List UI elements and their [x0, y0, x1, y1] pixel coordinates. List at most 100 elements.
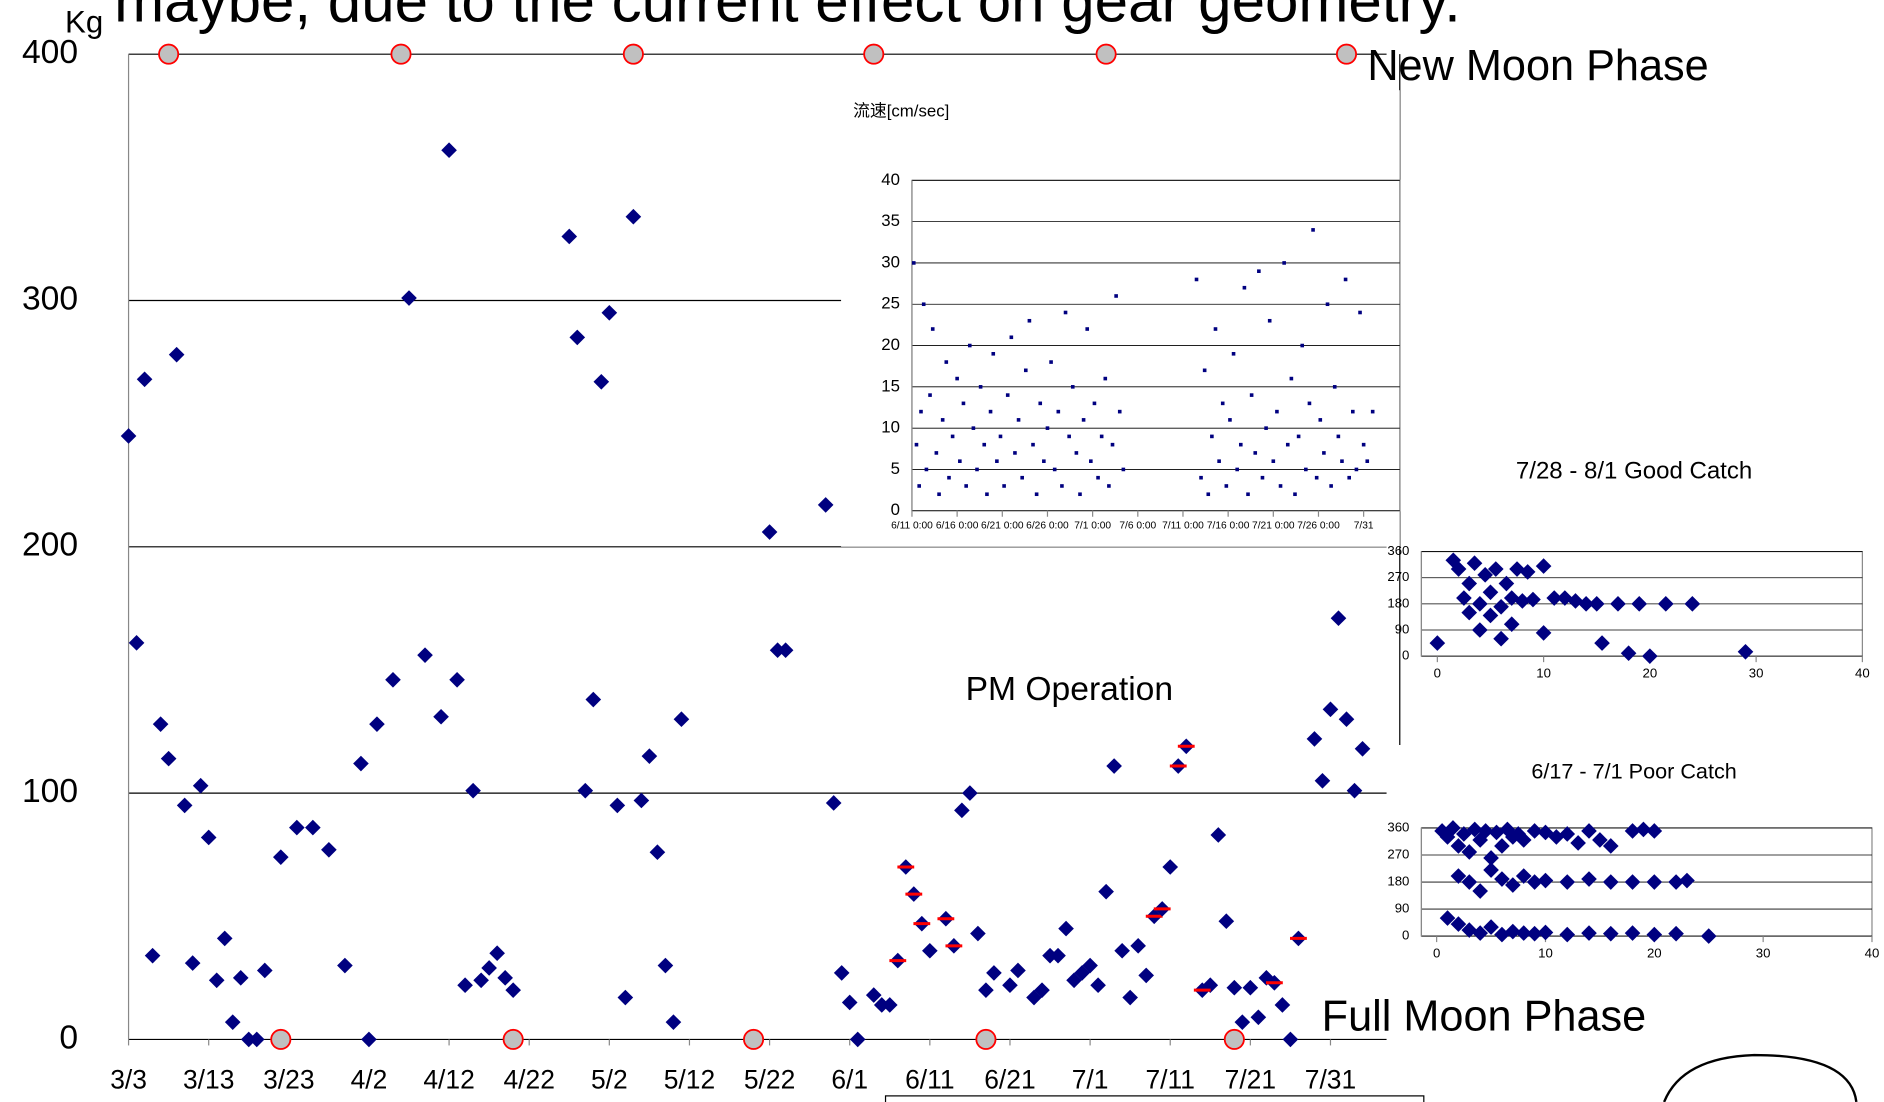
y-tick-label: 35 [881, 211, 900, 230]
point [1246, 492, 1250, 497]
point [1370, 409, 1375, 414]
point [168, 346, 185, 363]
point [1306, 731, 1323, 747]
point [1250, 1009, 1267, 1026]
point [240, 1031, 257, 1048]
point [1346, 782, 1363, 799]
point [1034, 982, 1050, 998]
point [985, 492, 989, 497]
point [1238, 442, 1243, 447]
point [232, 970, 249, 986]
point [1304, 467, 1308, 472]
bottom-oval [1663, 1053, 1858, 1102]
x-tick-label: 6/21 0:00 [981, 520, 1024, 531]
point [817, 497, 834, 513]
pm-point [945, 938, 963, 954]
point [1503, 616, 1520, 633]
point [1031, 442, 1035, 447]
point [1296, 434, 1301, 439]
chart-title: 6/17 - 7/1 Poor Catch [1531, 758, 1736, 783]
point [1602, 874, 1619, 890]
point [152, 716, 169, 732]
point [1461, 922, 1478, 938]
point [1070, 385, 1075, 389]
pm-point [1153, 901, 1171, 917]
point [841, 994, 858, 1011]
point [256, 962, 273, 979]
point [184, 955, 201, 971]
point [1257, 269, 1261, 273]
point [1249, 393, 1254, 397]
point [593, 373, 610, 390]
x-tick-label: 3/13 [183, 1064, 234, 1094]
point [1060, 484, 1064, 488]
point [1218, 913, 1235, 930]
point [385, 671, 401, 688]
point [1535, 625, 1552, 641]
point [1010, 962, 1026, 979]
y-tick-label: 0 [59, 1019, 78, 1056]
point [609, 797, 626, 814]
point [881, 997, 898, 1013]
point [1285, 442, 1290, 447]
point [1013, 451, 1017, 455]
point [1354, 467, 1359, 472]
point [998, 434, 1003, 439]
pm-point [1177, 738, 1195, 755]
point [1338, 711, 1355, 728]
y-tick-label: 270 [1387, 846, 1409, 861]
y-tick-label: 100 [22, 773, 78, 810]
series-label: New Moon Phase [1367, 42, 1708, 90]
x-tick-label: 30 [1756, 946, 1771, 961]
chart-title: maybe, due to the current effect on gear… [114, 0, 1461, 35]
point [1107, 484, 1111, 488]
y-tick-label: 180 [1387, 874, 1409, 889]
point [248, 1031, 265, 1048]
x-tick-label: 7/1 0:00 [1074, 520, 1111, 531]
point [964, 484, 968, 488]
point [928, 393, 932, 397]
x-tick-label: 3/3 [110, 1064, 147, 1094]
point [917, 484, 921, 488]
x-tick-label: 4/12 [423, 1064, 474, 1094]
point [200, 829, 217, 846]
point [1340, 459, 1344, 463]
point [585, 691, 602, 708]
point [649, 844, 666, 861]
point [1226, 979, 1243, 996]
x-tick-label: 6/11 [905, 1064, 954, 1094]
point [1210, 827, 1227, 843]
point [1042, 947, 1058, 964]
point [849, 1031, 866, 1048]
panel-bg [1400, 751, 1884, 962]
point [1559, 826, 1576, 842]
point [970, 925, 986, 942]
point [497, 970, 513, 986]
point [1027, 318, 1032, 323]
point [1515, 868, 1532, 884]
x-tick-label: 7/11 0:00 [1162, 520, 1204, 531]
point [1361, 442, 1366, 447]
point [1314, 475, 1319, 480]
point [353, 755, 369, 772]
y-tick-label: 25 [881, 294, 900, 313]
point [954, 802, 970, 819]
y-tick-label: 15 [881, 376, 900, 395]
y-tick-label: 0 [1402, 928, 1409, 943]
series-label: Full Moon Phase [1322, 992, 1647, 1040]
x-tick-label: 4/2 [351, 1064, 388, 1094]
point [1505, 923, 1521, 940]
point [136, 371, 153, 388]
x-tick-label: 10 [1538, 946, 1553, 961]
point [128, 635, 145, 651]
point [1456, 590, 1472, 606]
y-tick-label: 40 [881, 170, 900, 189]
point [617, 989, 634, 1006]
y-axis-label: Kg [65, 4, 103, 39]
point [1081, 418, 1086, 422]
point [1049, 360, 1053, 364]
point [144, 947, 161, 964]
point [1110, 442, 1115, 447]
point [1199, 475, 1203, 480]
point [1537, 924, 1554, 941]
